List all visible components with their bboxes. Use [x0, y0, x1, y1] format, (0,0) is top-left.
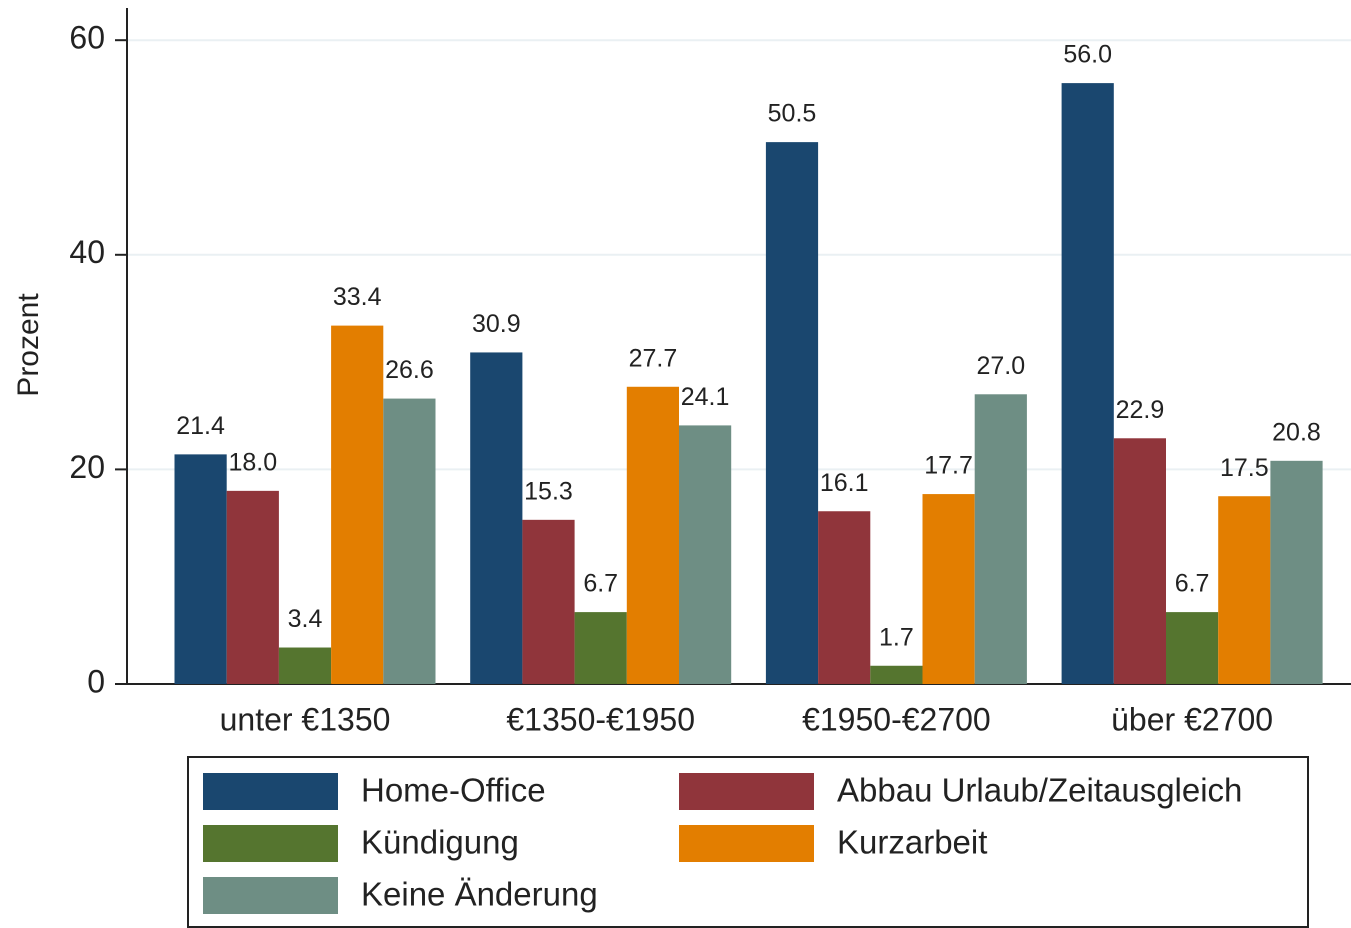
bar: [1166, 612, 1219, 684]
value-label: 16.1: [820, 469, 869, 497]
value-label: 17.5: [1220, 454, 1269, 482]
value-label: 3.4: [288, 605, 323, 633]
bar: [679, 425, 732, 684]
legend-swatch: [203, 773, 338, 810]
value-label: 21.4: [176, 412, 225, 440]
bar: [765, 142, 819, 685]
bar: [331, 325, 384, 684]
bar: [922, 494, 975, 684]
value-label: 6.7: [583, 570, 618, 598]
legend-swatch: [203, 877, 338, 914]
y-tick-label: 60: [69, 20, 105, 56]
legend-label: Kurzarbeit: [837, 824, 987, 861]
value-label: 1.7: [879, 623, 914, 651]
value-label: 30.9: [472, 310, 521, 338]
bar: [1218, 496, 1271, 684]
x-tick-label: €1950-€2700: [802, 701, 991, 737]
value-label: 27.0: [976, 352, 1025, 380]
value-label: 27.7: [629, 344, 678, 372]
y-tick-label: 40: [69, 234, 105, 270]
legend-label: Home-Office: [361, 772, 546, 809]
value-label: 50.5: [768, 100, 817, 128]
legend-label: Keine Änderung: [361, 876, 598, 913]
bar: [626, 386, 679, 684]
bar: [974, 394, 1027, 684]
value-label: 20.8: [1272, 418, 1321, 446]
legend-swatch: [679, 825, 814, 862]
value-label: 24.1: [681, 383, 730, 411]
value-label: 17.7: [924, 452, 973, 480]
legend-swatch: [203, 825, 338, 862]
bar: [1113, 438, 1166, 684]
legend-label: Abbau Urlaub/Zeitausgleich: [837, 772, 1242, 809]
bar: [174, 454, 227, 684]
bar: [383, 398, 436, 684]
bar: [470, 352, 523, 684]
x-tick-label: unter €1350: [220, 701, 391, 737]
x-tick-label: über €2700: [1111, 701, 1273, 737]
value-label: 18.0: [228, 448, 277, 476]
bar: [818, 511, 871, 684]
value-label: 22.9: [1116, 396, 1165, 424]
value-label: 6.7: [1175, 570, 1210, 598]
bar: [870, 665, 923, 684]
x-tick-label: €1350-€1950: [506, 701, 695, 737]
value-label: 26.6: [385, 356, 434, 384]
bar: [1061, 83, 1114, 685]
value-label: 15.3: [524, 477, 573, 505]
legend-swatch: [679, 773, 814, 810]
value-label: 56.0: [1063, 41, 1112, 69]
bar: [278, 647, 332, 684]
value-label: 33.4: [333, 283, 382, 311]
bar: [522, 519, 575, 684]
bar: [574, 612, 627, 684]
legend-label: Kündigung: [361, 824, 519, 861]
bar: [226, 490, 279, 684]
y-tick-label: 0: [87, 663, 105, 699]
y-axis-label: Prozent: [12, 293, 45, 397]
y-tick-label: 20: [69, 449, 105, 485]
bar: [1270, 460, 1323, 684]
